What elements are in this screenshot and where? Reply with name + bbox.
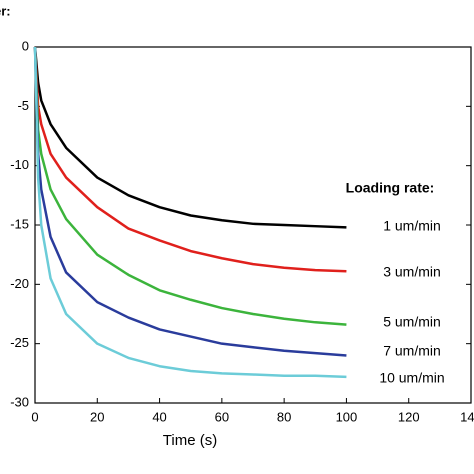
y-tick-label: -20 [10,276,29,291]
series-line [33,46,347,273]
y-tick-label: -30 [10,394,29,409]
header-text: er: [0,3,11,18]
series-line [33,46,347,326]
x-tick-label: 60 [215,409,229,424]
x-tick-label: 40 [152,409,166,424]
y-tick-label: -15 [10,216,29,231]
x-tick-label: 20 [90,409,104,424]
series-line [33,46,347,357]
legend-label: 1 um/min [383,218,441,234]
legend-title: Loading rate: [346,180,435,196]
x-tick-label: 140 [460,409,474,424]
series-line [33,46,347,379]
x-tick-label: 120 [398,409,420,424]
y-tick-label: 0 [22,38,29,53]
y-tick-label: -5 [17,98,29,113]
x-tick-label: 100 [336,409,358,424]
legend-label: 7 um/min [383,343,441,359]
x-tick-label: 80 [277,409,291,424]
legend-label: 5 um/min [383,314,441,330]
y-tick-label: -10 [10,157,29,172]
legend-label: 3 um/min [383,264,441,280]
series-line [33,46,347,229]
x-axis-label: Time (s) [163,432,217,449]
x-tick-label: 0 [31,409,38,424]
legend-label: 10 um/min [379,370,444,386]
y-tick-label: -25 [10,335,29,350]
